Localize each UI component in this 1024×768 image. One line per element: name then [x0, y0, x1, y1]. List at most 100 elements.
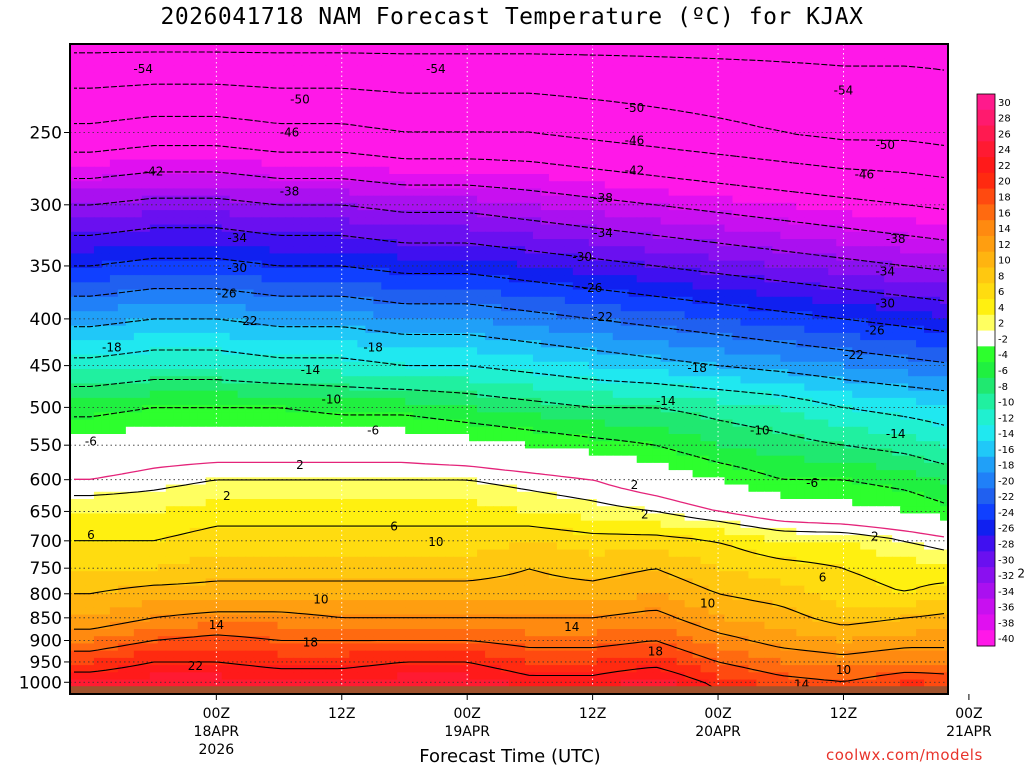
heat-cell	[788, 231, 797, 240]
heat-cell	[413, 217, 422, 226]
heat-cell	[540, 87, 550, 96]
heat-cell	[341, 80, 350, 88]
heat-cell	[852, 231, 861, 240]
heat-cell	[437, 195, 446, 204]
heat-cell	[109, 145, 119, 153]
heat-cell	[205, 253, 215, 262]
heat-cell	[900, 109, 909, 117]
heat-cell	[876, 137, 885, 146]
heat-cell	[540, 347, 550, 356]
heat-cell	[644, 101, 654, 110]
heat-cell	[93, 304, 103, 312]
heat-cell	[844, 246, 853, 255]
heat-cell	[740, 174, 750, 182]
heat-cell	[884, 340, 893, 348]
heat-cell	[157, 260, 167, 269]
heat-cell	[325, 311, 334, 320]
heat-cell	[604, 253, 614, 262]
heat-cell	[548, 72, 558, 81]
heat-cell	[413, 296, 422, 305]
heat-cell	[253, 123, 263, 132]
heat-cell	[229, 174, 239, 182]
heat-cell	[932, 325, 941, 334]
heat-cell	[532, 231, 542, 240]
heat-cell	[716, 44, 726, 52]
heat-cell	[596, 80, 606, 88]
heat-cell	[540, 174, 550, 182]
heat-cell	[341, 72, 350, 81]
heat-cell	[748, 101, 758, 110]
heat-cell	[628, 166, 638, 175]
heat-cell	[453, 289, 462, 298]
heat-cell	[860, 188, 869, 197]
heat-cell	[708, 231, 718, 240]
heat-cell	[852, 239, 861, 247]
heat-cell	[197, 137, 207, 146]
heat-cell	[524, 202, 534, 211]
heat-cell	[676, 267, 686, 276]
heat-cell	[70, 72, 79, 81]
heat-cell	[612, 130, 622, 139]
heat-cell	[884, 275, 893, 283]
heat-cell	[501, 116, 510, 125]
heat-cell	[229, 354, 239, 363]
heat-cell	[149, 123, 159, 132]
heat-cell	[77, 159, 87, 168]
heat-cell	[477, 159, 486, 168]
heat-cell	[149, 289, 159, 298]
heat-cell	[516, 65, 526, 74]
heat-cell	[413, 174, 422, 182]
heat-cell	[916, 361, 925, 370]
heat-cell	[285, 87, 295, 96]
heat-cell	[772, 181, 781, 190]
heat-cell	[421, 369, 430, 377]
heat-cell	[756, 101, 766, 110]
heat-cell	[652, 325, 662, 334]
heat-cell	[532, 145, 542, 153]
heat-cell	[109, 152, 119, 161]
heat-cell	[381, 267, 390, 276]
heat-cell	[493, 282, 502, 291]
heat-cell	[181, 332, 191, 341]
heat-cell	[700, 145, 710, 153]
heat-cell	[333, 72, 342, 81]
heat-cell	[461, 260, 470, 269]
heat-cell	[892, 354, 901, 363]
heat-cell	[804, 145, 813, 153]
heat-cell	[261, 87, 271, 96]
heat-cell	[868, 137, 877, 146]
heat-cell	[325, 44, 334, 52]
heat-cell	[932, 217, 941, 226]
heat-cell	[477, 58, 486, 67]
heat-cell	[764, 181, 773, 190]
heat-cell	[612, 340, 622, 348]
heat-cell	[732, 145, 742, 153]
heat-cell	[493, 152, 502, 161]
heat-cell	[237, 224, 247, 233]
heat-cell	[349, 332, 358, 341]
heat-cell	[676, 65, 686, 74]
heat-cell	[285, 267, 295, 276]
heat-cell	[213, 152, 223, 161]
heat-cell	[389, 311, 398, 320]
heat-cell	[796, 137, 805, 146]
heat-cell	[461, 202, 470, 211]
heat-cell	[828, 94, 837, 103]
heat-cell	[740, 246, 750, 255]
heat-cell	[900, 275, 909, 283]
heat-cell	[285, 246, 295, 255]
heat-cell	[477, 145, 486, 153]
heat-cell	[205, 231, 215, 240]
heat-cell	[852, 51, 861, 60]
heat-cell	[389, 340, 398, 348]
heat-cell	[301, 174, 311, 182]
heat-cell	[245, 72, 255, 81]
heat-cell	[676, 195, 686, 204]
heat-cell	[660, 282, 670, 291]
heat-cell	[564, 347, 574, 356]
heat-cell	[277, 101, 287, 110]
heat-cell	[453, 354, 462, 363]
heat-cell	[772, 101, 781, 110]
heat-cell	[796, 267, 805, 276]
heat-cell	[70, 354, 79, 363]
